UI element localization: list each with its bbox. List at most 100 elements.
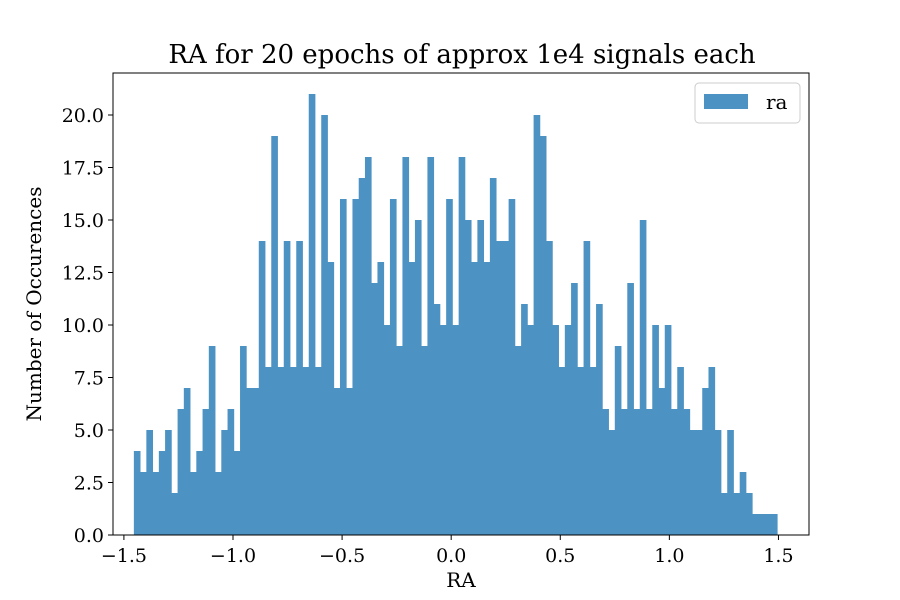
y-tick-label: 12.5 [62, 263, 104, 285]
histogram-bar [508, 199, 516, 535]
histogram-bar [133, 451, 141, 535]
histogram-bar [621, 409, 628, 535]
legend-label: ra [766, 90, 788, 114]
x-tick-label: 1.5 [763, 545, 793, 567]
histogram-bar [177, 409, 185, 535]
histogram-bar [352, 199, 360, 535]
histogram-bar [677, 367, 684, 535]
histogram-bar [745, 493, 753, 535]
histogram-bar [346, 388, 353, 535]
histogram-bar [489, 178, 497, 535]
histogram-bar [514, 346, 522, 535]
histogram-bar [683, 409, 691, 535]
histogram-bar [171, 493, 178, 535]
x-tick-label: 0.0 [436, 545, 466, 567]
histogram-bar [739, 472, 747, 535]
histogram-bar [433, 304, 441, 535]
chart-title: RA for 20 epochs of approx 1e4 signals e… [168, 40, 756, 70]
histogram-bar [652, 325, 659, 535]
y-tick-label: 10.0 [62, 315, 104, 337]
histogram-bar [720, 493, 728, 535]
y-axis-title: Number of Occurences [22, 187, 46, 422]
histogram-bar [252, 388, 260, 535]
histogram-bar [658, 388, 666, 535]
histogram-bar [321, 115, 328, 535]
histogram-bar [727, 430, 734, 535]
histogram-bar [339, 199, 347, 535]
histogram-bar [608, 430, 616, 535]
histogram-bar [733, 493, 741, 535]
histogram-bar [165, 430, 172, 535]
histogram-bar [296, 241, 303, 535]
x-tick-label: −0.5 [319, 545, 365, 567]
histogram-bar [183, 388, 191, 535]
histogram-bar [633, 409, 641, 535]
histogram-bar [714, 430, 722, 535]
histogram-bar [389, 199, 397, 535]
histogram-bar [646, 409, 653, 535]
histogram-bar [402, 157, 410, 535]
plot-frame [112, 72, 810, 536]
histogram-bar [764, 514, 772, 535]
histogram-bar [695, 430, 703, 535]
y-axis-ticks: 0.0 2.5 5.0 7.5 10.0 12.5 15.0 17.5 20.0 [62, 105, 113, 547]
x-tick-label: −1.0 [210, 545, 256, 567]
histogram-bar [552, 325, 559, 535]
histogram-bar [571, 283, 578, 535]
histogram-bar [327, 262, 335, 535]
histogram-bar [596, 304, 603, 535]
histogram-bar [446, 199, 453, 535]
histogram-bar [314, 367, 322, 535]
histogram-bar [577, 367, 584, 535]
histogram-bar [558, 367, 566, 535]
histogram-bar [221, 430, 228, 535]
x-tick-label: −1.5 [101, 545, 147, 567]
y-tick-label: 7.5 [74, 368, 104, 390]
histogram-bar [752, 514, 759, 535]
histogram-bar [614, 346, 622, 535]
histogram-bar [152, 472, 160, 535]
histogram-bar [265, 367, 272, 535]
histogram-bar [208, 346, 216, 535]
histogram-bar [564, 325, 572, 535]
histogram-bar [708, 367, 716, 535]
histogram-bar [546, 241, 553, 535]
histogram-bar [521, 304, 528, 535]
histogram-bar [702, 388, 709, 535]
histogram-bar [227, 409, 235, 535]
histogram-bar [527, 325, 534, 535]
histogram-bar [308, 94, 316, 535]
y-tick-label: 5.0 [74, 420, 104, 442]
histogram-bar [290, 367, 297, 535]
legend-swatch [704, 94, 748, 109]
histogram-bar [196, 451, 203, 535]
y-tick-label: 20.0 [62, 105, 104, 127]
histogram-bar [689, 430, 697, 535]
histogram-bar [452, 325, 460, 535]
histogram-bar [464, 220, 472, 535]
histogram-bar [589, 367, 597, 535]
legend: ra [694, 82, 801, 124]
bars-group [133, 94, 778, 535]
histogram-bar [371, 283, 378, 535]
histogram-bar [396, 346, 403, 535]
histogram-bar [414, 220, 422, 535]
histogram-bar [215, 472, 222, 535]
histogram-bar [427, 157, 435, 535]
histogram-bar [627, 283, 634, 535]
histogram-bar [408, 262, 416, 535]
histogram-bar [639, 220, 647, 535]
x-axis-title: RA [446, 568, 476, 592]
histogram-bar [502, 241, 510, 535]
histogram-bar [496, 241, 503, 535]
histogram-bar [664, 325, 672, 535]
histogram-bar [758, 514, 766, 535]
histogram-bar [439, 325, 447, 535]
histogram-bar [583, 241, 591, 535]
histogram-bar [190, 472, 197, 535]
histogram-bar [202, 409, 210, 535]
histogram-bar [671, 409, 678, 535]
histogram-bar [277, 367, 285, 535]
histogram-bar [477, 220, 485, 535]
